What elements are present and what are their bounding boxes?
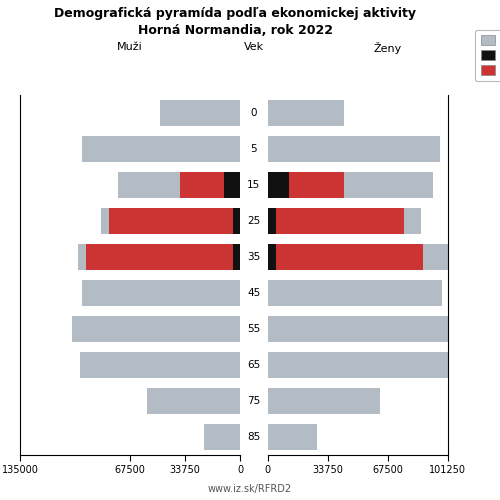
Text: 55: 55 [247,324,260,334]
Text: Horná Normandia, rok 2022: Horná Normandia, rok 2022 [138,24,332,36]
Bar [268,208,276,234]
Bar [180,172,240,198]
Bar [147,388,240,414]
Bar [82,136,240,162]
Text: 65: 65 [247,360,260,370]
Bar [224,172,240,198]
Bar [268,388,380,414]
Bar [72,316,240,342]
Bar [100,208,240,234]
Bar [268,316,458,342]
Bar [268,424,318,450]
Bar [204,424,240,450]
Text: www.iz.sk/RFRD2: www.iz.sk/RFRD2 [208,484,292,494]
Bar [268,100,344,126]
Bar [160,100,240,126]
Text: 25: 25 [247,216,260,226]
Bar [268,172,433,198]
Text: 45: 45 [247,288,260,298]
Bar [268,352,450,378]
Bar [82,280,240,306]
Bar [78,244,240,270]
Text: Vek: Vek [244,42,264,52]
Text: 5: 5 [250,144,257,154]
Bar [268,172,344,198]
Bar [268,172,289,198]
Bar [268,244,276,270]
Bar [268,136,440,162]
Bar [268,244,423,270]
Bar [268,244,455,270]
Text: 35: 35 [247,252,260,262]
Text: 15: 15 [247,180,260,190]
Bar [86,244,240,270]
Bar [109,208,240,234]
Text: 0: 0 [250,108,257,118]
Bar [268,280,442,306]
Bar [232,208,240,234]
Bar [268,208,404,234]
Bar [268,208,422,234]
Bar [118,172,240,198]
Legend: neaktívni, nezamestnaní, pracujúci: neaktívni, nezamestnaní, pracujúci [476,30,500,80]
Bar [80,352,240,378]
Text: 85: 85 [247,432,260,442]
Text: Ženy: Ženy [374,42,402,54]
Text: Demografická pyramída podľa ekonomickej aktivity: Demografická pyramída podľa ekonomickej … [54,8,416,20]
Text: 75: 75 [247,396,260,406]
Bar [232,244,240,270]
Text: Muži: Muži [117,42,143,52]
